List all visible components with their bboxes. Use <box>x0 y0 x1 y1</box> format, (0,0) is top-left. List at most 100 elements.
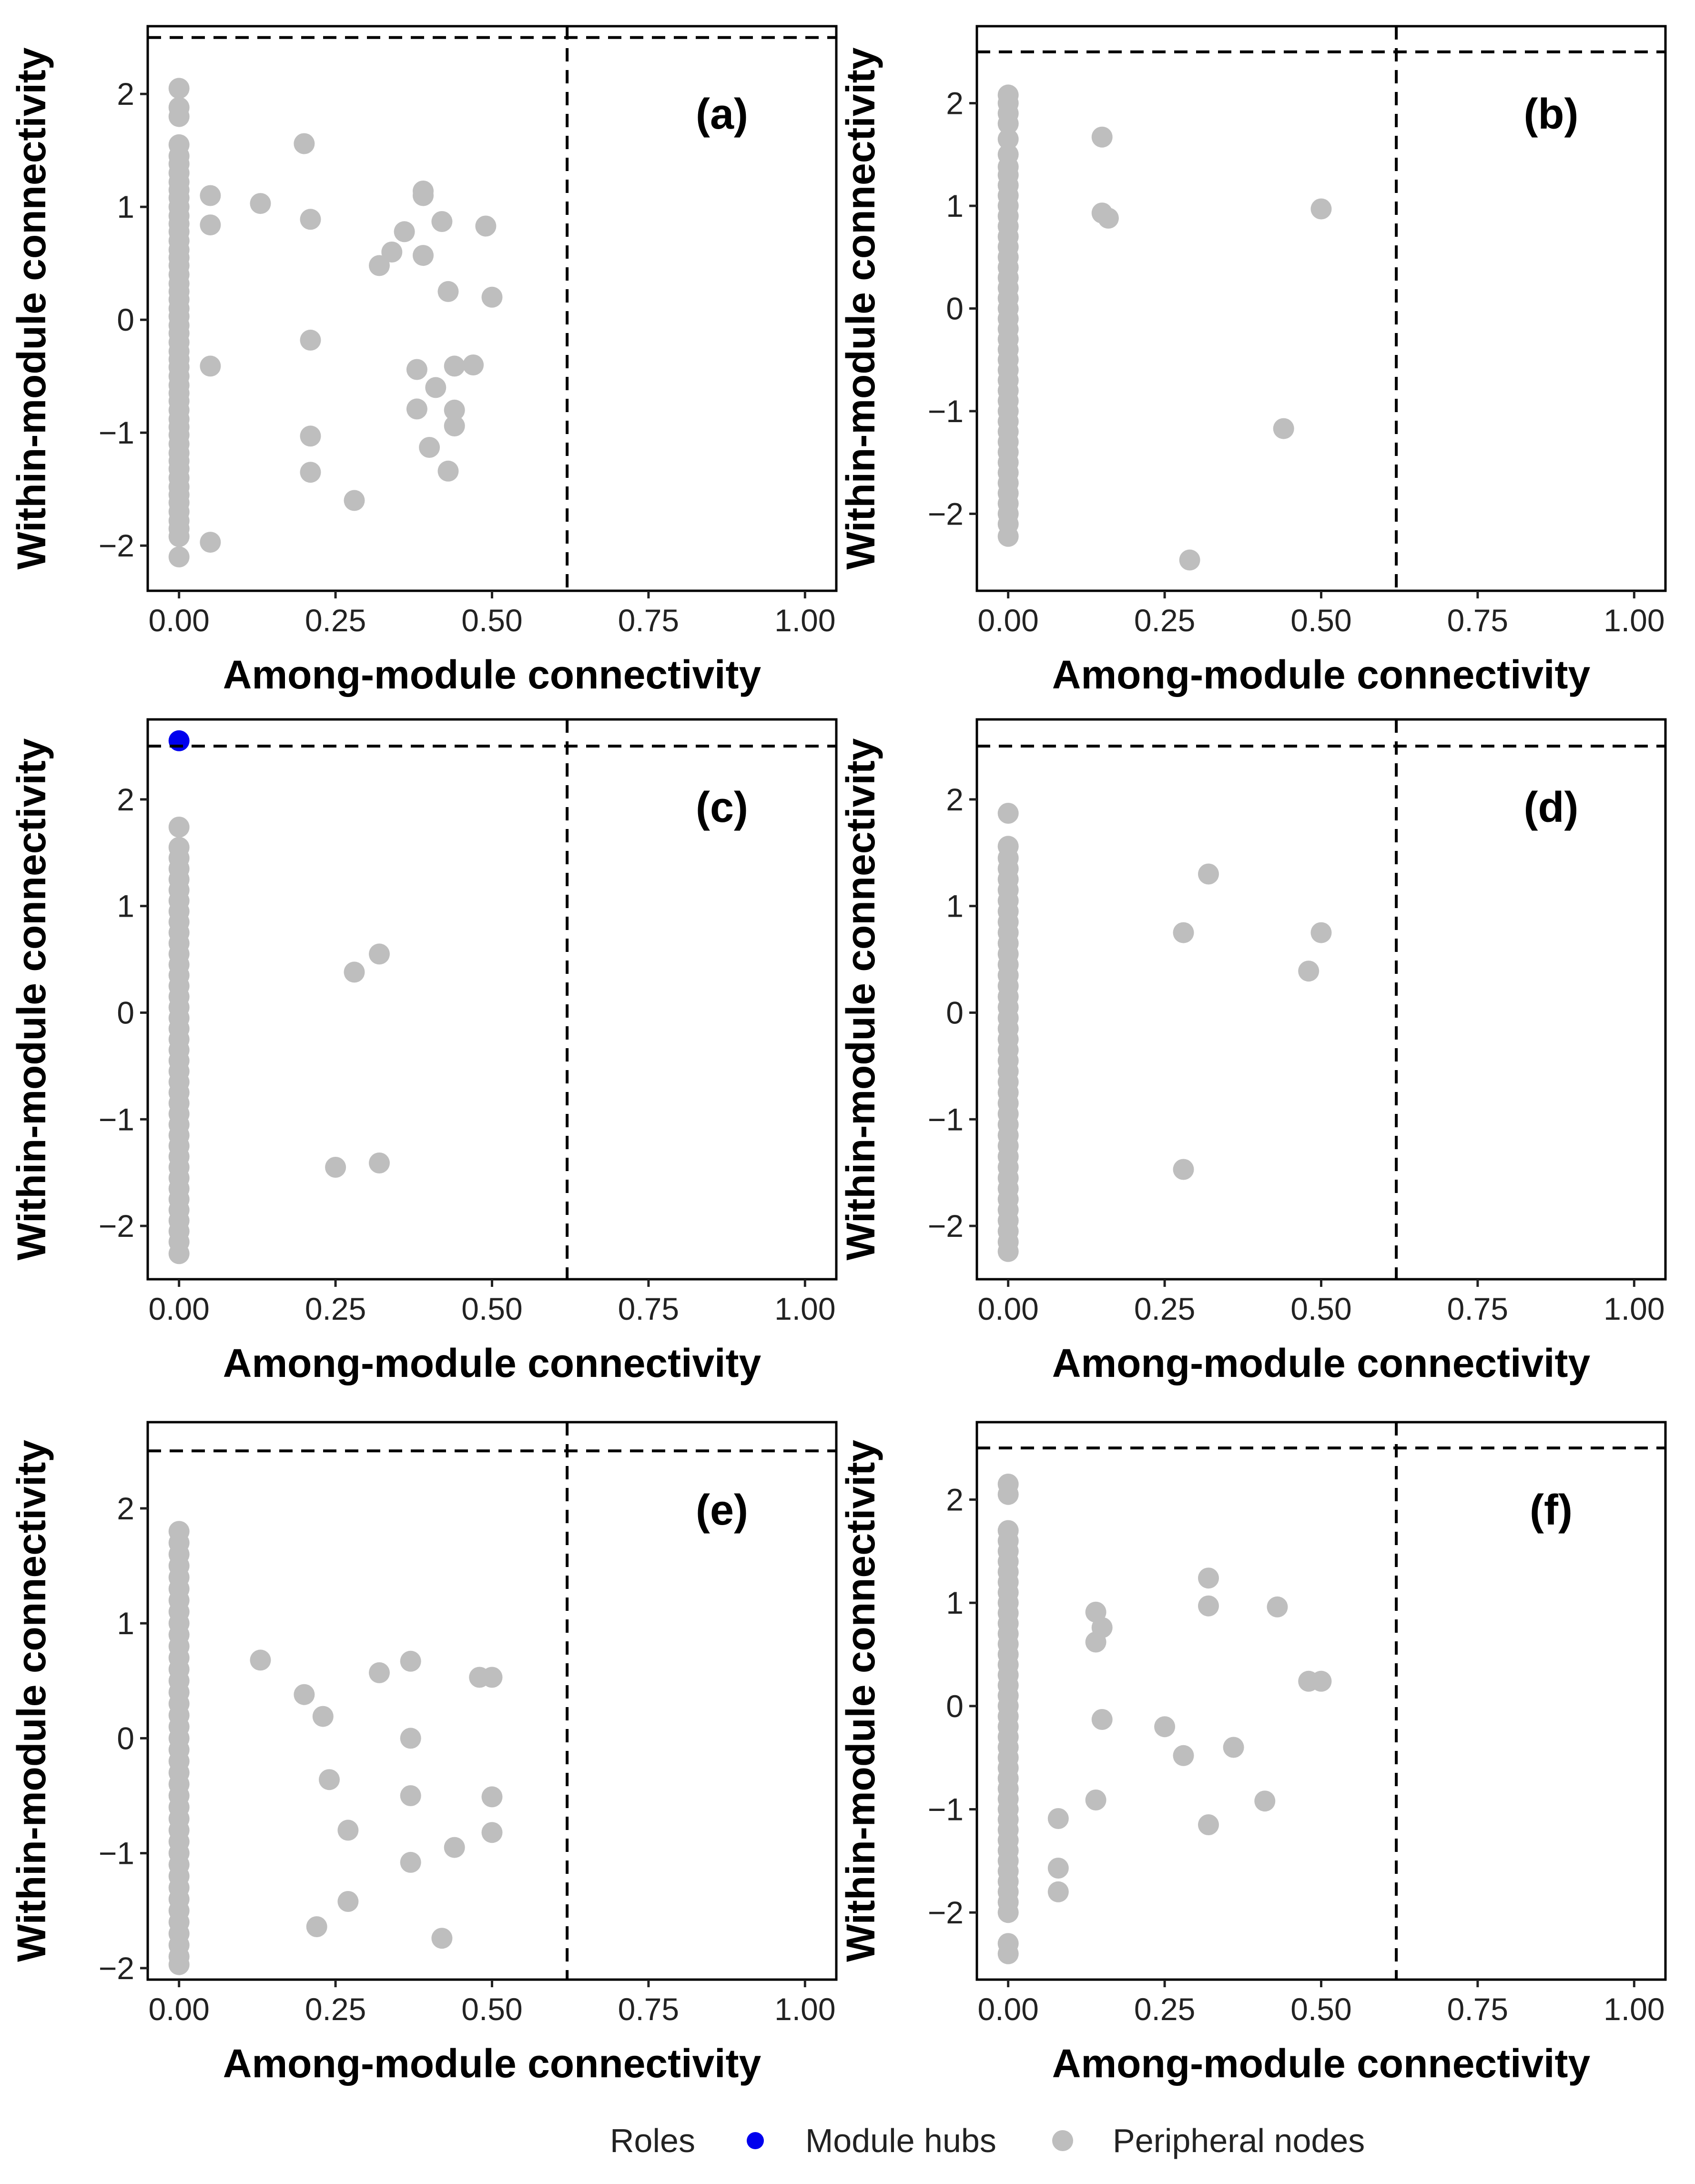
peripheral-point <box>1154 1716 1176 1738</box>
x-tick-label: 0.25 <box>305 1992 366 2027</box>
peripheral-point <box>337 1820 359 1841</box>
y-tick-label: 1 <box>117 189 134 224</box>
peripheral-point <box>200 355 221 377</box>
peripheral-point <box>1173 1745 1194 1766</box>
peripheral-point <box>381 242 403 263</box>
x-tick-label: 0.50 <box>1290 1992 1351 2027</box>
peripheral-point <box>406 398 427 420</box>
x-tick-label: 0.25 <box>1134 1992 1195 2027</box>
peripheral-point <box>306 1916 327 1937</box>
x-tick-label: 0.00 <box>148 603 209 638</box>
x-tick-label: 1.00 <box>1604 1992 1665 2027</box>
x-tick-label: 0.75 <box>618 1992 679 2027</box>
peripheral-point <box>475 215 497 237</box>
y-tick-label: 1 <box>946 1585 964 1620</box>
x-tick-label: 0.75 <box>618 603 679 638</box>
peripheral-point <box>344 961 365 983</box>
peripheral-point <box>1198 863 1219 885</box>
peripheral-point <box>200 185 221 206</box>
x-tick-label: 1.00 <box>774 603 835 638</box>
y-tick-label: −1 <box>99 1102 134 1137</box>
peripheral-point <box>997 1902 1019 1923</box>
y-tick-label: −1 <box>99 415 134 450</box>
peripheral-point <box>1047 1808 1069 1829</box>
x-tick-label: 0.50 <box>461 1291 522 1326</box>
x-tick-label: 0.50 <box>461 603 522 638</box>
y-tick-label: 2 <box>946 782 964 817</box>
series-peripheral-nodes <box>168 817 390 1264</box>
peripheral-point <box>444 1837 465 1858</box>
peripheral-point <box>1085 1631 1106 1653</box>
peripheral-point <box>997 1943 1019 1964</box>
peripheral-point <box>1298 961 1319 982</box>
y-tick-label: −1 <box>928 394 964 429</box>
x-tick-label: 1.00 <box>1604 603 1665 638</box>
peripheral-point <box>1273 418 1294 439</box>
x-tick-label: 0.75 <box>618 1291 679 1326</box>
x-tick-label: 0.75 <box>1447 603 1508 638</box>
y-tick-label: 0 <box>946 1689 964 1724</box>
peripheral-point <box>1198 1567 1219 1589</box>
peripheral-point <box>997 803 1019 824</box>
y-axis-title: Within-module connectivity <box>838 1440 883 1962</box>
peripheral-point <box>300 209 321 230</box>
y-tick-label: 0 <box>117 302 134 337</box>
legend-title: Roles <box>610 2122 695 2159</box>
series-peripheral-nodes <box>997 803 1332 1262</box>
x-axis-title: Among-module connectivity <box>223 652 761 697</box>
panel-label: (e) <box>696 1486 748 1534</box>
peripheral-point <box>168 106 190 127</box>
y-tick-label: 0 <box>946 291 964 326</box>
panel-label: (a) <box>696 91 748 138</box>
peripheral-point <box>1047 1881 1069 1902</box>
x-tick-label: 0.50 <box>461 1992 522 2027</box>
peripheral-point <box>400 1851 421 1873</box>
peripheral-point <box>481 1786 503 1808</box>
y-tick-label: −2 <box>928 496 964 531</box>
peripheral-point <box>1198 1814 1219 1835</box>
peripheral-point <box>369 1153 390 1173</box>
panel-label: (c) <box>696 784 748 831</box>
y-tick-label: −1 <box>99 1836 134 1871</box>
x-tick-label: 1.00 <box>1604 1291 1665 1326</box>
peripheral-point <box>369 1662 390 1683</box>
hub-point <box>168 730 190 751</box>
peripheral-point <box>1310 922 1332 943</box>
series-peripheral-nodes <box>168 78 503 567</box>
legend-swatch-peripheral-nodes <box>1052 2130 1073 2151</box>
y-tick-label: 1 <box>946 188 964 223</box>
peripheral-point <box>400 1785 421 1806</box>
x-tick-label: 0.00 <box>977 1992 1038 2027</box>
legend-swatch-module-hubs <box>747 2132 764 2149</box>
scatter-panels: 0.00 0.25 0.50 0.75 1.00 −2 −1 0 1 2 Among-module … <box>9 25 1667 2086</box>
y-tick-label: −2 <box>928 1895 964 1930</box>
peripheral-point <box>481 286 503 308</box>
x-tick-label: 0.25 <box>305 603 366 638</box>
peripheral-point <box>481 1822 503 1843</box>
peripheral-point <box>1173 1159 1194 1180</box>
y-axis-title: Within-module connectivity <box>838 47 883 569</box>
peripheral-point <box>1097 207 1119 229</box>
y-axis-title: Within-module connectivity <box>838 738 883 1260</box>
peripheral-point <box>997 526 1019 547</box>
peripheral-point <box>168 526 190 547</box>
y-tick-label: 1 <box>946 889 964 924</box>
peripheral-point <box>294 133 315 154</box>
peripheral-point <box>997 1484 1019 1505</box>
x-axis-title: Among-module connectivity <box>1052 1341 1591 1385</box>
y-tick-label: 1 <box>117 889 134 924</box>
x-tick-label: 0.00 <box>977 603 1038 638</box>
legend-label-module-hubs: Module hubs <box>805 2122 996 2159</box>
y-tick-label: 2 <box>117 76 134 111</box>
peripheral-point <box>300 329 321 351</box>
x-axis-title: Among-module connectivity <box>223 2041 761 2086</box>
x-tick-label: 1.00 <box>774 1992 835 2027</box>
peripheral-point <box>168 78 190 99</box>
peripheral-point <box>1267 1596 1288 1618</box>
y-tick-label: 0 <box>946 995 964 1030</box>
series-module-hubs <box>168 730 190 751</box>
x-tick-label: 0.50 <box>1290 603 1351 638</box>
peripheral-point <box>1091 1709 1113 1730</box>
peripheral-point <box>168 817 190 838</box>
panel-c: 0.00 0.25 0.50 0.75 1.00 −2 −1 0 1 2 Among-module … <box>9 718 838 1385</box>
